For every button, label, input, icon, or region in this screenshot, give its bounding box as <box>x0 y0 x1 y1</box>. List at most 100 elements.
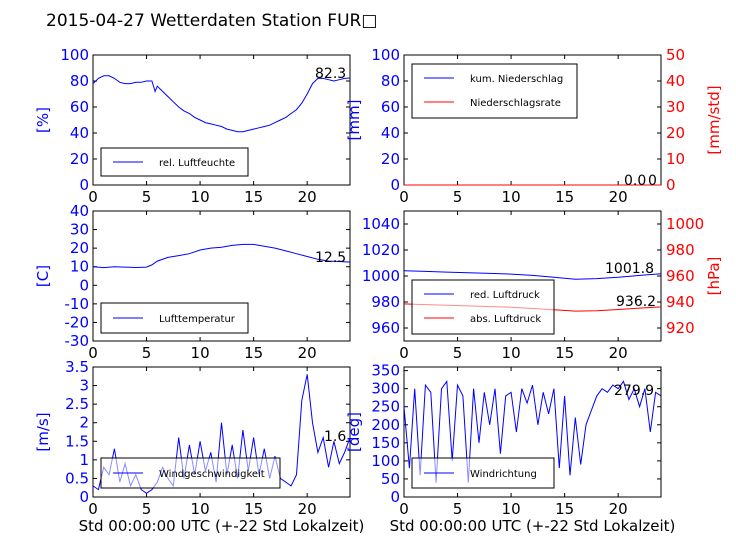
x-tick-label: 15 <box>555 344 574 362</box>
legend-box <box>411 279 555 335</box>
x-tick-label: 0 <box>88 500 98 518</box>
x-tick-label: 0 <box>399 500 409 518</box>
x-tick-label: 5 <box>453 188 463 206</box>
y-tick-label: 100 <box>371 452 400 470</box>
y-tick-label: 1.5 <box>65 432 89 450</box>
y-tick-label: 60 <box>70 98 89 116</box>
y-tick-label: 50 <box>381 470 400 488</box>
last-value-annotation: 279.9 <box>614 383 654 399</box>
x-tick-label: 20 <box>609 188 628 206</box>
x-tick-label: 0 <box>88 188 98 206</box>
legend-label: kum. Niederschlag <box>470 74 563 85</box>
x-tick-label: 5 <box>142 500 152 518</box>
y2-tick-label: 50 <box>666 46 685 64</box>
y-tick-label: 0 <box>79 488 89 506</box>
y-tick-label: 250 <box>371 398 400 416</box>
x-tick-label: 20 <box>609 344 628 362</box>
y-tick-label: 20 <box>381 150 400 168</box>
y2-tick-label: 940 <box>666 293 695 311</box>
x-tick-label: 10 <box>502 188 521 206</box>
x-tick-label: 10 <box>191 500 210 518</box>
y-tick-label: 40 <box>381 124 400 142</box>
series-line-red-luftdruck <box>403 270 662 280</box>
y-tick-label: 1040 <box>362 215 400 233</box>
y-tick-label: 980 <box>371 293 400 311</box>
y2-tick-label: 40 <box>666 72 685 90</box>
last-value-annotation: 1001.8 <box>605 261 654 277</box>
y-tick-label: 100 <box>60 46 89 64</box>
x-tick-label: 5 <box>142 188 152 206</box>
y2-tick-label: 1000 <box>666 215 704 233</box>
last-value-annotation: 1.6 <box>324 429 346 445</box>
x-tick-label: 5 <box>453 500 463 518</box>
series-line-windrichtung <box>403 379 662 483</box>
y-tick-label: 30 <box>70 221 89 239</box>
y-tick-label: 960 <box>371 319 400 337</box>
x-tick-label: 0 <box>399 188 409 206</box>
last-value-annotation: 82.3 <box>315 66 346 82</box>
panel-temperature: 0 5 10 15 20-30-20-10010203040[C]Lufttempera… <box>34 202 351 362</box>
x-tick-label: 20 <box>609 500 628 518</box>
x-tick-label: 10 <box>502 344 521 362</box>
y-axis-label: [%] <box>34 107 52 133</box>
figure-title: 2015-04-27 Wetterdaten Station FUR□ <box>46 11 377 31</box>
y-tick-label: 150 <box>371 434 400 452</box>
x-tick-label: 20 <box>298 500 317 518</box>
y-tick-label: 300 <box>371 380 400 398</box>
x-axis-label: Std 00:00:00 UTC (+-22 Std Lokalzeit) <box>390 517 676 535</box>
legend-label: Windgeschwindigkeit <box>159 469 265 480</box>
y2-tick-label: 10 <box>666 150 685 168</box>
y-axis-label: [mm] <box>345 100 363 141</box>
y-tick-label: 350 <box>371 362 400 380</box>
y2-tick-label: 960 <box>666 267 695 285</box>
legend-label: Windrichtung <box>470 469 537 480</box>
x-tick-label: 10 <box>502 500 521 518</box>
last-value-annotation-2: 0 <box>648 173 657 189</box>
y-tick-label: 0.5 <box>65 469 89 487</box>
legend-label: abs. Luftdruck <box>470 314 541 325</box>
legend-box <box>411 63 578 119</box>
x-tick-label: 20 <box>298 344 317 362</box>
panel-pressure: 0 5 10 15 20 960 980 1000 1020 1040 920 940 960 980 10… <box>362 210 723 362</box>
x-tick-label: 15 <box>244 344 263 362</box>
y-tick-label: 3.5 <box>65 358 89 376</box>
legend-label: Lufttemperatur <box>159 314 236 325</box>
y2-tick-label: 980 <box>666 241 695 259</box>
y-tick-label: 0 <box>79 176 89 194</box>
x-tick-label: 15 <box>244 500 263 518</box>
legend-label: rel. Luftfeuchte <box>159 158 235 169</box>
x-tick-label: 10 <box>191 344 210 362</box>
plot-frame <box>92 54 351 186</box>
plot-frame <box>92 210 351 342</box>
y-tick-label: 80 <box>381 72 400 90</box>
legend-box <box>100 457 281 489</box>
panel-precipitation: 0 5 10 15 20 0 20 40 60 80 100 0 10 20 30 40 50 [mm] [mm/s… <box>345 46 723 206</box>
x-tick-label: 5 <box>453 344 463 362</box>
y-tick-label: 20 <box>70 150 89 168</box>
y-tick-label: -20 <box>65 313 90 331</box>
y-tick-label: 80 <box>70 72 89 90</box>
x-tick-label: 5 <box>142 344 152 362</box>
plot-frame <box>403 366 662 498</box>
y2-tick-label: 30 <box>666 98 685 116</box>
x-axis-label: Std 00:00:00 UTC (+-22 Std Lokalzeit) <box>79 517 365 535</box>
y-tick-label: 0 <box>79 276 89 294</box>
panel-humidity: 0 5 10 15 20 0 20 40 60 80 100 [%] rel. Luftfeuchte 8… <box>34 46 351 206</box>
legend-label: red. Luftdruck <box>470 290 540 301</box>
y-tick-label: 1000 <box>362 267 400 285</box>
plot-frame <box>92 366 351 498</box>
y-tick-label: 40 <box>70 124 89 142</box>
y-tick-label: 10 <box>70 258 89 276</box>
y-tick-label: 0 <box>390 176 400 194</box>
legend-label: Niederschlagsrate <box>470 98 561 109</box>
last-value-annotation: 12.5 <box>315 250 346 266</box>
x-tick-label: 0 <box>399 344 409 362</box>
y-tick-label: 40 <box>70 202 89 220</box>
y-tick-label: 20 <box>70 239 89 257</box>
y-axis-label: [m/s] <box>34 412 52 451</box>
x-tick-label: 15 <box>555 188 574 206</box>
